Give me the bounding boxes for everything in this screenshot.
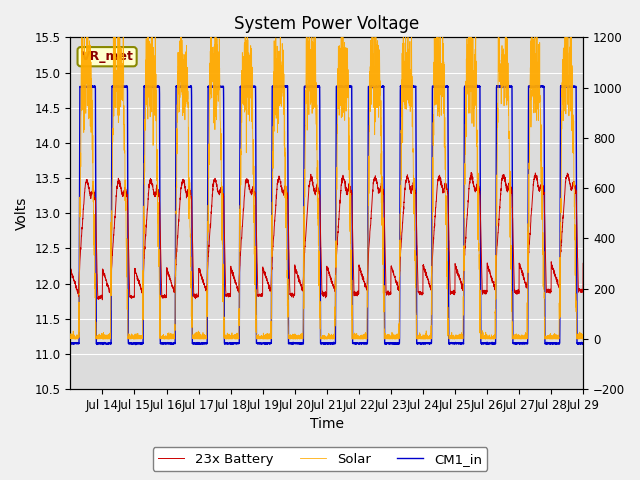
CM1_in bbox=[564, 84, 572, 89]
Solar bbox=[286, 336, 294, 342]
Solar bbox=[78, 35, 86, 40]
Solar bbox=[564, 84, 572, 90]
23x Battery bbox=[564, 171, 572, 177]
Line: CM1_in: CM1_in bbox=[70, 85, 583, 345]
Legend: 23x Battery, Solar, CM1_in: 23x Battery, Solar, CM1_in bbox=[153, 447, 487, 471]
CM1_in bbox=[310, 84, 318, 90]
CM1_in bbox=[579, 341, 587, 347]
23x Battery bbox=[67, 266, 74, 272]
Solar bbox=[579, 334, 587, 339]
Line: Solar: Solar bbox=[70, 37, 583, 339]
CM1_in bbox=[538, 84, 546, 90]
CM1_in bbox=[282, 84, 290, 89]
Solar bbox=[282, 183, 290, 189]
Solar bbox=[67, 335, 74, 341]
Line: 23x Battery: 23x Battery bbox=[70, 172, 583, 300]
Solar bbox=[310, 60, 318, 65]
23x Battery bbox=[439, 186, 447, 192]
CM1_in bbox=[439, 84, 447, 89]
Solar bbox=[439, 77, 447, 83]
Title: System Power Voltage: System Power Voltage bbox=[234, 15, 419, 33]
CM1_in bbox=[286, 340, 294, 346]
23x Battery bbox=[282, 184, 290, 190]
23x Battery bbox=[99, 297, 106, 303]
23x Battery bbox=[579, 261, 587, 266]
23x Battery bbox=[467, 169, 475, 175]
CM1_in bbox=[132, 342, 140, 348]
Text: VR_met: VR_met bbox=[81, 50, 134, 63]
23x Battery bbox=[310, 185, 318, 191]
X-axis label: Time: Time bbox=[310, 418, 344, 432]
Solar bbox=[68, 336, 76, 342]
23x Battery bbox=[286, 291, 294, 297]
CM1_in bbox=[67, 341, 74, 347]
Solar bbox=[538, 168, 546, 174]
23x Battery bbox=[538, 182, 546, 188]
Y-axis label: Volts: Volts bbox=[15, 196, 29, 230]
CM1_in bbox=[473, 83, 481, 88]
